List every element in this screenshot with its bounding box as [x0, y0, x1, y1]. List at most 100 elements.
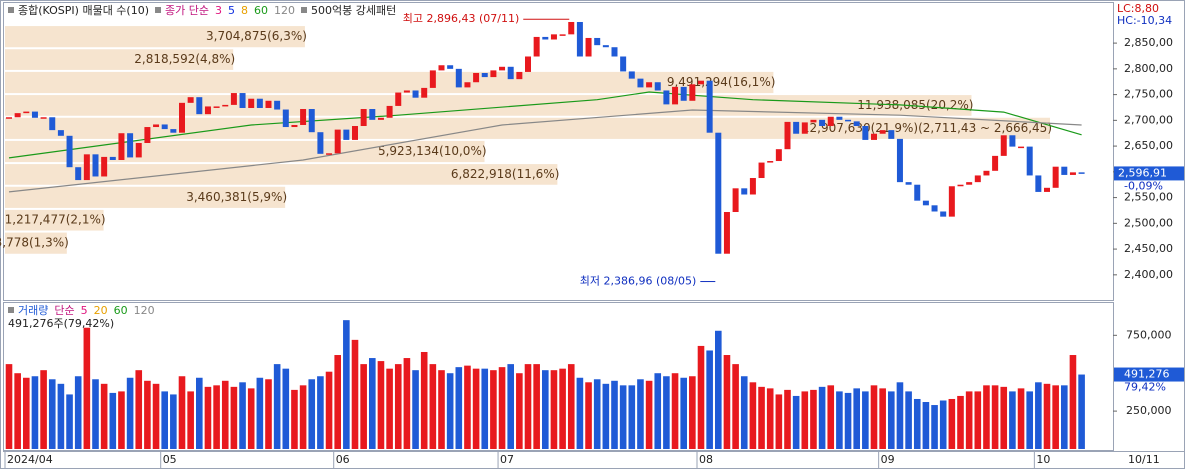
volume-bar — [178, 376, 186, 449]
volume-bar — [472, 368, 480, 449]
legend-swatch — [8, 307, 14, 313]
volume-bar — [715, 330, 722, 449]
candle — [1026, 146, 1033, 176]
volume-bar — [291, 389, 298, 449]
volume-bar — [126, 377, 134, 449]
lc-label: LC:8,80 — [1117, 2, 1159, 15]
volume-bar — [593, 379, 601, 449]
candle — [274, 100, 281, 110]
candle — [161, 124, 168, 130]
volume-bar — [92, 379, 99, 449]
volume-bar — [689, 376, 696, 449]
volume-bar — [827, 385, 835, 449]
candle — [576, 21, 583, 57]
volume-bar — [524, 364, 532, 449]
volume-bar — [317, 376, 324, 449]
volume-bar — [334, 355, 341, 449]
profile-label: 5,923,134(10,0%) — [378, 144, 487, 158]
legend-entry: 8 — [241, 4, 248, 17]
volume-bar — [844, 392, 852, 449]
volume-bar — [386, 368, 393, 449]
volume-bar — [1017, 388, 1025, 449]
candle — [871, 133, 877, 140]
moving-average-line — [8, 109, 1082, 193]
volume-bar — [429, 364, 437, 449]
candle — [386, 105, 393, 118]
candle — [516, 71, 523, 80]
volume-bar — [118, 391, 125, 449]
volume-bar — [464, 365, 471, 449]
volume-bar — [810, 389, 817, 449]
candle — [611, 47, 618, 57]
candle — [715, 132, 722, 254]
last-volume-label: 491,276 — [1124, 368, 1170, 381]
volume-bar — [663, 376, 670, 449]
candle — [187, 97, 194, 103]
volume-bar — [66, 394, 73, 449]
candle — [403, 90, 410, 93]
candle — [248, 98, 255, 108]
candle — [672, 86, 679, 105]
candle — [507, 66, 514, 80]
volume-bar — [48, 379, 56, 449]
candle — [749, 178, 756, 195]
candle — [602, 45, 609, 48]
volume-bar — [498, 367, 506, 449]
candle — [559, 34, 566, 36]
volume-legend-label: 거래량 — [18, 304, 48, 317]
candle — [109, 156, 116, 160]
volume-bar — [394, 364, 402, 449]
candle — [646, 82, 653, 88]
y-tick-label: 2,750,00 — [1124, 88, 1173, 101]
volume-bar — [403, 358, 411, 449]
candle — [256, 98, 263, 108]
y-tick-label: 2,700,00 — [1124, 113, 1173, 126]
volume-bar — [637, 379, 644, 449]
candle — [230, 93, 237, 105]
volume-bar — [170, 394, 177, 449]
legend-entry: 60 — [254, 4, 268, 17]
candle — [948, 186, 955, 217]
legend-swatch — [301, 7, 307, 13]
profile-label: 3,704,875(6,3%) — [206, 29, 307, 43]
volume-bar — [256, 377, 264, 449]
candle — [983, 170, 990, 176]
price-panel — [3, 2, 1114, 301]
volume-bar — [247, 388, 255, 449]
volume-bar — [896, 382, 904, 449]
candle — [922, 200, 929, 206]
volume-bar — [758, 386, 765, 449]
volume-bar — [239, 382, 246, 449]
volume-bar — [299, 385, 307, 449]
candle — [196, 97, 203, 115]
volume-bar — [732, 364, 739, 449]
volume-bar — [308, 379, 316, 449]
volume-legend-entry: 20 — [94, 304, 108, 317]
volume-bar — [74, 376, 82, 449]
candle — [1052, 166, 1059, 188]
candle — [447, 65, 454, 69]
profile-label: 6,822,918(11,6%) — [451, 167, 560, 181]
volume-bar — [1069, 355, 1077, 449]
profile-bar — [5, 49, 234, 70]
candle — [265, 100, 272, 108]
profile-label: 1,217,477(2,1%) — [5, 213, 106, 227]
profile-range-label: (2,711,43 ~ 2,666,45) — [918, 121, 1052, 135]
candle — [92, 154, 99, 177]
volume-bar — [888, 391, 895, 449]
volume-bar — [196, 377, 203, 449]
profile-label: 763,778(1,3%) — [0, 236, 69, 250]
profile-bar — [5, 140, 485, 163]
candle — [680, 86, 687, 101]
candle — [360, 109, 367, 127]
volume-bar — [1061, 385, 1068, 449]
volume-bar — [922, 402, 930, 449]
volume-bar — [836, 391, 843, 449]
volume-bar — [1035, 382, 1042, 449]
candle — [14, 113, 21, 118]
volume-bar — [481, 368, 489, 449]
candle — [836, 116, 843, 120]
volume-bar — [161, 391, 168, 449]
volume-bar — [438, 370, 445, 449]
candle — [758, 162, 765, 179]
